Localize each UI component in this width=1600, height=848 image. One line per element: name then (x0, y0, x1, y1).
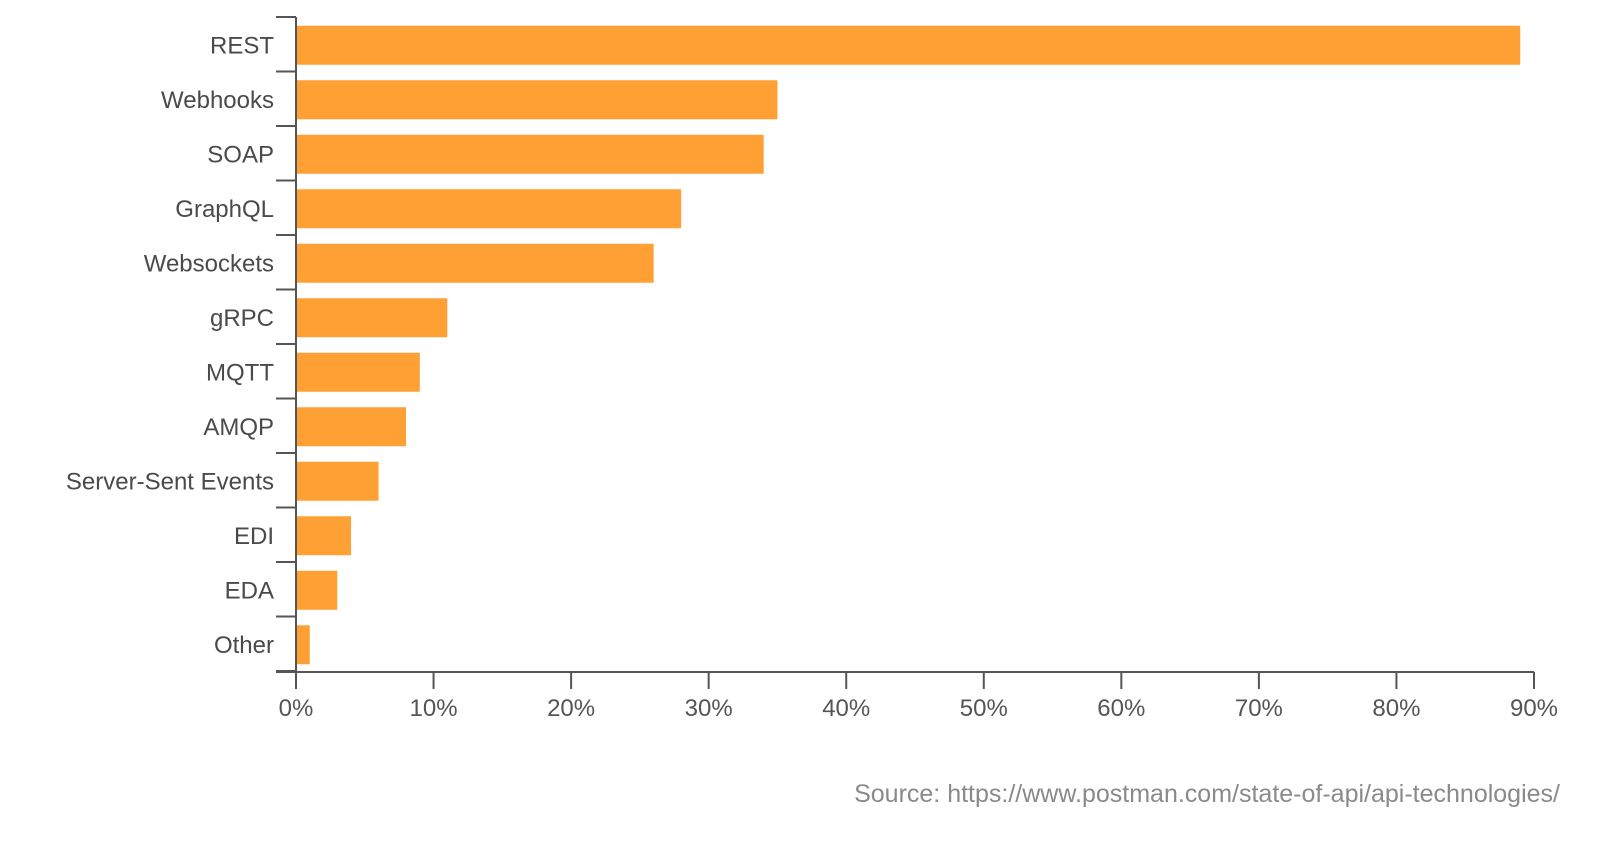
x-tick-label: 40% (822, 695, 870, 722)
x-tick-label: 20% (547, 695, 595, 722)
bar-mqtt (296, 352, 420, 392)
bar-amqp (296, 407, 407, 447)
x-tick-label: 0% (279, 695, 314, 722)
category-label: REST (210, 32, 274, 59)
bar-eda (296, 570, 338, 610)
x-tick-label: 70% (1235, 695, 1283, 722)
category-label: AMQP (203, 414, 274, 441)
bar-soap (296, 134, 764, 174)
x-tick-label: 60% (1097, 695, 1145, 722)
bar-edi (296, 516, 352, 556)
category-label: EDA (225, 577, 274, 604)
bar-graphql (296, 189, 682, 229)
x-tick-label: 50% (960, 695, 1008, 722)
category-label: Other (214, 632, 274, 659)
x-tick-label: 90% (1510, 695, 1558, 722)
bar-server-sent-events (296, 461, 379, 501)
x-tick-label: 30% (685, 695, 733, 722)
bar-webhooks (296, 80, 778, 120)
x-tick-label: 80% (1372, 695, 1420, 722)
bar-websockets (296, 243, 654, 283)
x-tick-label: 10% (410, 695, 458, 722)
bar-rest (296, 25, 1521, 65)
category-label: Server-Sent Events (66, 468, 274, 495)
bar-other (296, 625, 310, 665)
category-label: Webhooks (161, 87, 274, 114)
category-label: Websockets (144, 250, 274, 277)
category-label: SOAP (207, 141, 274, 168)
category-label: EDI (234, 523, 274, 550)
source-note: Source: https://www.postman.com/state-of… (854, 780, 1560, 808)
category-label: gRPC (210, 305, 274, 332)
bar-grpc (296, 298, 448, 338)
category-label: GraphQL (175, 196, 274, 223)
category-label: MQTT (206, 359, 274, 386)
